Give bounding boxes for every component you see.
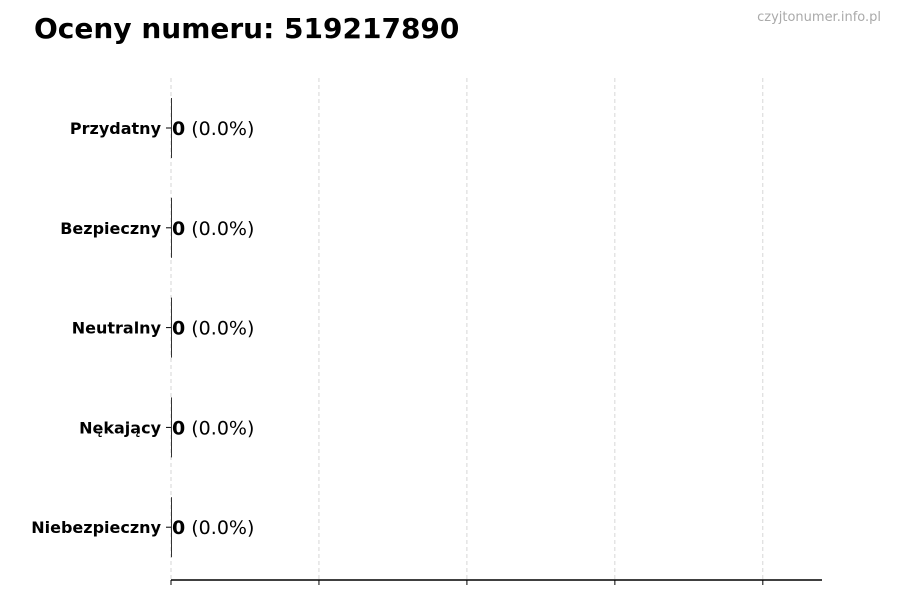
bar [171, 397, 172, 458]
data-label: 0 (0.0%) [172, 417, 254, 439]
bar [171, 98, 172, 158]
percent-label: (0.0%) [185, 318, 254, 340]
data-label: 0 (0.0%) [172, 218, 254, 240]
category-label: Bezpieczny [60, 219, 161, 238]
data-label: 0 (0.0%) [172, 118, 254, 140]
data-label: 0 (0.0%) [172, 318, 254, 340]
category-label: Neutralny [72, 319, 162, 338]
value-label: 0 [172, 218, 185, 240]
data-label: 0 (0.0%) [172, 517, 254, 539]
percent-label: (0.0%) [185, 417, 254, 439]
bar [171, 297, 172, 358]
value-label: 0 [172, 118, 185, 140]
percent-label: (0.0%) [185, 118, 254, 140]
value-label: 0 [172, 318, 185, 340]
category-label: Przydatny [70, 119, 162, 138]
chart-title: Oceny numeru: 519217890 [34, 12, 460, 45]
value-label: 0 [172, 417, 185, 439]
watermark: czyjtonumer.info.pl [757, 10, 881, 25]
category-label: Nękający [79, 418, 161, 437]
category-label: Niebezpieczny [31, 518, 161, 537]
bar [171, 197, 172, 258]
bar [171, 497, 172, 558]
percent-label: (0.0%) [185, 517, 254, 539]
percent-label: (0.0%) [185, 218, 254, 240]
value-label: 0 [172, 517, 185, 539]
